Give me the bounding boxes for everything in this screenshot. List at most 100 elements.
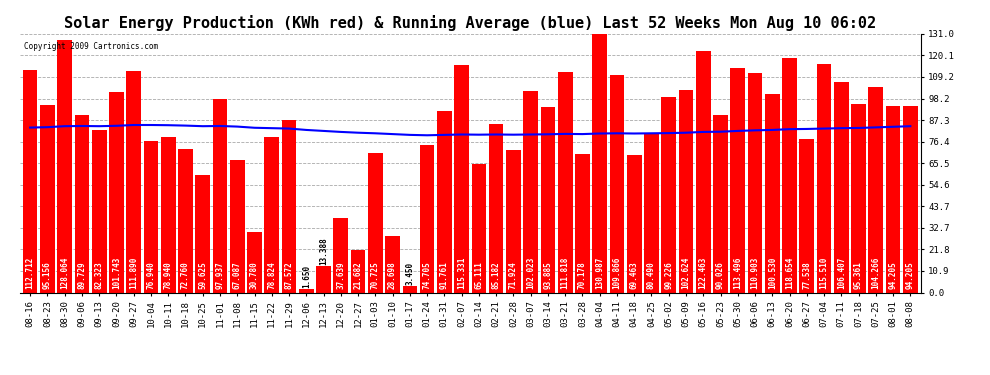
Bar [886,106,901,292]
Text: 130.987: 130.987 [595,256,604,288]
Bar [282,120,296,292]
Text: 104.266: 104.266 [871,256,880,288]
Text: 95.361: 95.361 [854,261,863,288]
Text: 99.226: 99.226 [664,261,673,288]
Text: 59.625: 59.625 [198,261,207,288]
Text: 69.463: 69.463 [630,261,639,288]
Text: 102.624: 102.624 [681,256,690,288]
Bar [437,111,451,292]
Bar [92,130,107,292]
Text: 94.205: 94.205 [906,261,915,288]
Bar [23,70,38,292]
Text: 21.682: 21.682 [353,261,362,288]
Text: 93.885: 93.885 [544,261,552,288]
Bar [334,218,348,292]
Text: 78.824: 78.824 [267,261,276,288]
Bar [161,136,175,292]
Bar [420,145,435,292]
Text: Copyright 2009 Cartronics.com: Copyright 2009 Cartronics.com [25,42,158,51]
Text: 30.780: 30.780 [250,261,259,288]
Bar [903,106,918,292]
Text: 100.530: 100.530 [768,256,777,288]
Bar [557,72,572,292]
Text: 101.743: 101.743 [112,256,121,288]
Text: 97.937: 97.937 [216,261,225,288]
Bar [679,90,693,292]
Title: Solar Energy Production (KWh red) & Running Average (blue) Last 52 Weeks Mon Aug: Solar Energy Production (KWh red) & Runn… [64,15,876,31]
Text: 1.650: 1.650 [302,265,311,288]
Bar [731,68,745,292]
Bar [316,266,331,292]
Text: 111.818: 111.818 [560,256,569,288]
Text: 128.064: 128.064 [60,256,69,288]
Bar [248,232,261,292]
Bar [385,236,400,292]
Text: 74.705: 74.705 [423,261,432,288]
Bar [524,91,538,292]
Text: 102.023: 102.023 [526,256,536,288]
Bar [57,39,72,292]
Bar [127,72,141,292]
Text: 28.698: 28.698 [388,261,397,288]
Bar [610,75,625,292]
Text: 78.940: 78.940 [163,261,172,288]
Bar [765,94,779,292]
Bar [713,115,728,292]
Bar [817,64,832,292]
Bar [109,92,124,292]
Text: 113.496: 113.496 [734,256,742,288]
Text: 106.407: 106.407 [837,256,845,288]
Text: 87.572: 87.572 [284,261,293,288]
Text: 95.156: 95.156 [43,261,51,288]
Bar [541,107,555,292]
Bar [299,289,314,292]
Bar [661,96,676,292]
Text: 111.890: 111.890 [130,256,139,288]
Text: 115.510: 115.510 [820,256,829,288]
Bar [696,51,711,292]
Text: 115.331: 115.331 [457,256,466,288]
Bar [575,154,590,292]
Bar [782,58,797,292]
Bar [506,150,521,292]
Text: 90.026: 90.026 [716,261,725,288]
Bar [644,134,658,292]
Bar [747,74,762,292]
Text: 72.760: 72.760 [181,261,190,288]
Text: 3.450: 3.450 [405,262,415,285]
Text: 110.903: 110.903 [750,256,759,288]
Text: 70.725: 70.725 [371,261,380,288]
Bar [74,115,89,292]
Bar [195,175,210,292]
Bar [851,104,866,292]
Bar [868,87,883,292]
Text: 37.639: 37.639 [337,261,346,288]
Bar [144,141,158,292]
Text: 70.178: 70.178 [578,261,587,288]
Bar [627,155,642,292]
Text: 118.654: 118.654 [785,256,794,288]
Text: 112.712: 112.712 [26,256,35,288]
Bar [834,82,848,292]
Bar [213,99,228,292]
Text: 71.924: 71.924 [509,261,518,288]
Bar [40,105,54,292]
Bar [592,34,607,292]
Text: 76.940: 76.940 [147,261,155,288]
Text: 67.087: 67.087 [233,261,242,288]
Text: 13.388: 13.388 [319,237,328,265]
Text: 122.463: 122.463 [699,256,708,288]
Bar [178,149,193,292]
Text: 82.323: 82.323 [95,261,104,288]
Text: 94.205: 94.205 [889,261,898,288]
Text: 80.490: 80.490 [647,261,656,288]
Text: 77.538: 77.538 [802,261,811,288]
Text: 109.866: 109.866 [613,256,622,288]
Bar [230,160,245,292]
Bar [489,124,504,292]
Text: 85.182: 85.182 [492,261,501,288]
Bar [368,153,383,292]
Bar [471,164,486,292]
Bar [454,65,469,292]
Text: 89.729: 89.729 [77,261,86,288]
